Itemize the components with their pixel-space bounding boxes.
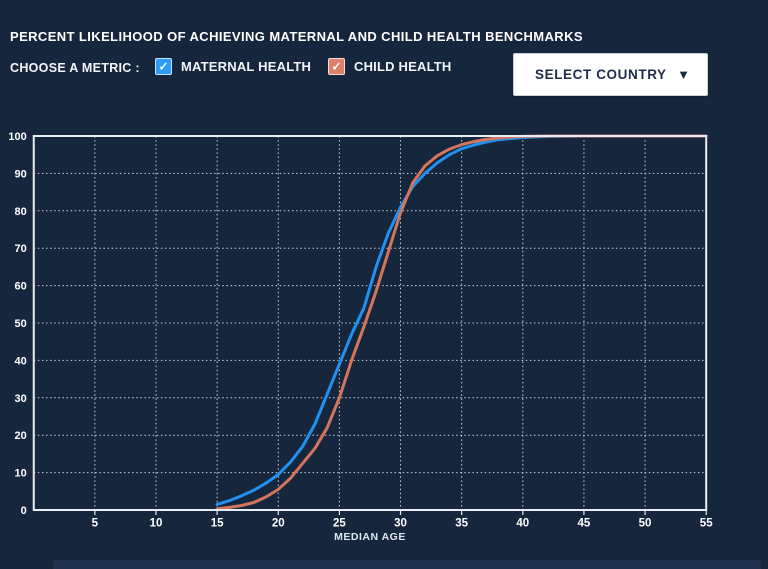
svg-text:55: 55 (700, 518, 713, 530)
svg-text:45: 45 (578, 518, 591, 530)
svg-text:30: 30 (15, 393, 27, 405)
maternal-checkbox-box[interactable]: ✓ (155, 58, 172, 75)
svg-text:0: 0 (21, 505, 27, 517)
svg-text:30: 30 (394, 518, 407, 530)
choose-metric-label: CHOOSE A METRIC : (10, 61, 140, 75)
child-checkbox-box[interactable]: ✓ (328, 58, 345, 75)
child-health-label: CHILD HEALTH (354, 59, 452, 74)
maternal-health-label: MATERNAL HEALTH (181, 59, 312, 74)
svg-text:10: 10 (150, 518, 163, 530)
svg-text:20: 20 (272, 518, 285, 530)
page-title: PERCENT LIKELIHOOD OF ACHIEVING MATERNAL… (10, 29, 583, 44)
chevron-down-icon: ▼ (677, 67, 690, 82)
svg-text:10: 10 (15, 468, 27, 480)
svg-text:40: 40 (516, 518, 529, 530)
country-select-label: SELECT COUNTRY (535, 67, 667, 82)
svg-text:90: 90 (15, 168, 27, 180)
check-icon: ✓ (158, 59, 169, 73)
svg-text:20: 20 (15, 430, 27, 442)
svg-text:50: 50 (639, 518, 652, 530)
svg-text:100: 100 (8, 131, 26, 143)
footer-strip (53, 560, 761, 569)
svg-text:50: 50 (15, 318, 27, 330)
svg-text:40: 40 (15, 355, 27, 367)
svg-text:25: 25 (333, 518, 346, 530)
svg-text:15: 15 (211, 518, 224, 530)
maternal-health-checkbox[interactable]: ✓ MATERNAL HEALTH (155, 58, 311, 75)
svg-text:80: 80 (15, 206, 27, 218)
check-icon: ✓ (331, 59, 342, 73)
country-select-dropdown[interactable]: SELECT COUNTRY ▼ (513, 53, 708, 96)
svg-text:5: 5 (92, 518, 99, 530)
svg-text:70: 70 (15, 243, 27, 255)
svg-text:60: 60 (15, 281, 27, 293)
svg-text:35: 35 (455, 518, 468, 530)
child-health-checkbox[interactable]: ✓ CHILD HEALTH (328, 58, 451, 75)
x-axis-title: MEDIAN AGE (334, 531, 406, 543)
